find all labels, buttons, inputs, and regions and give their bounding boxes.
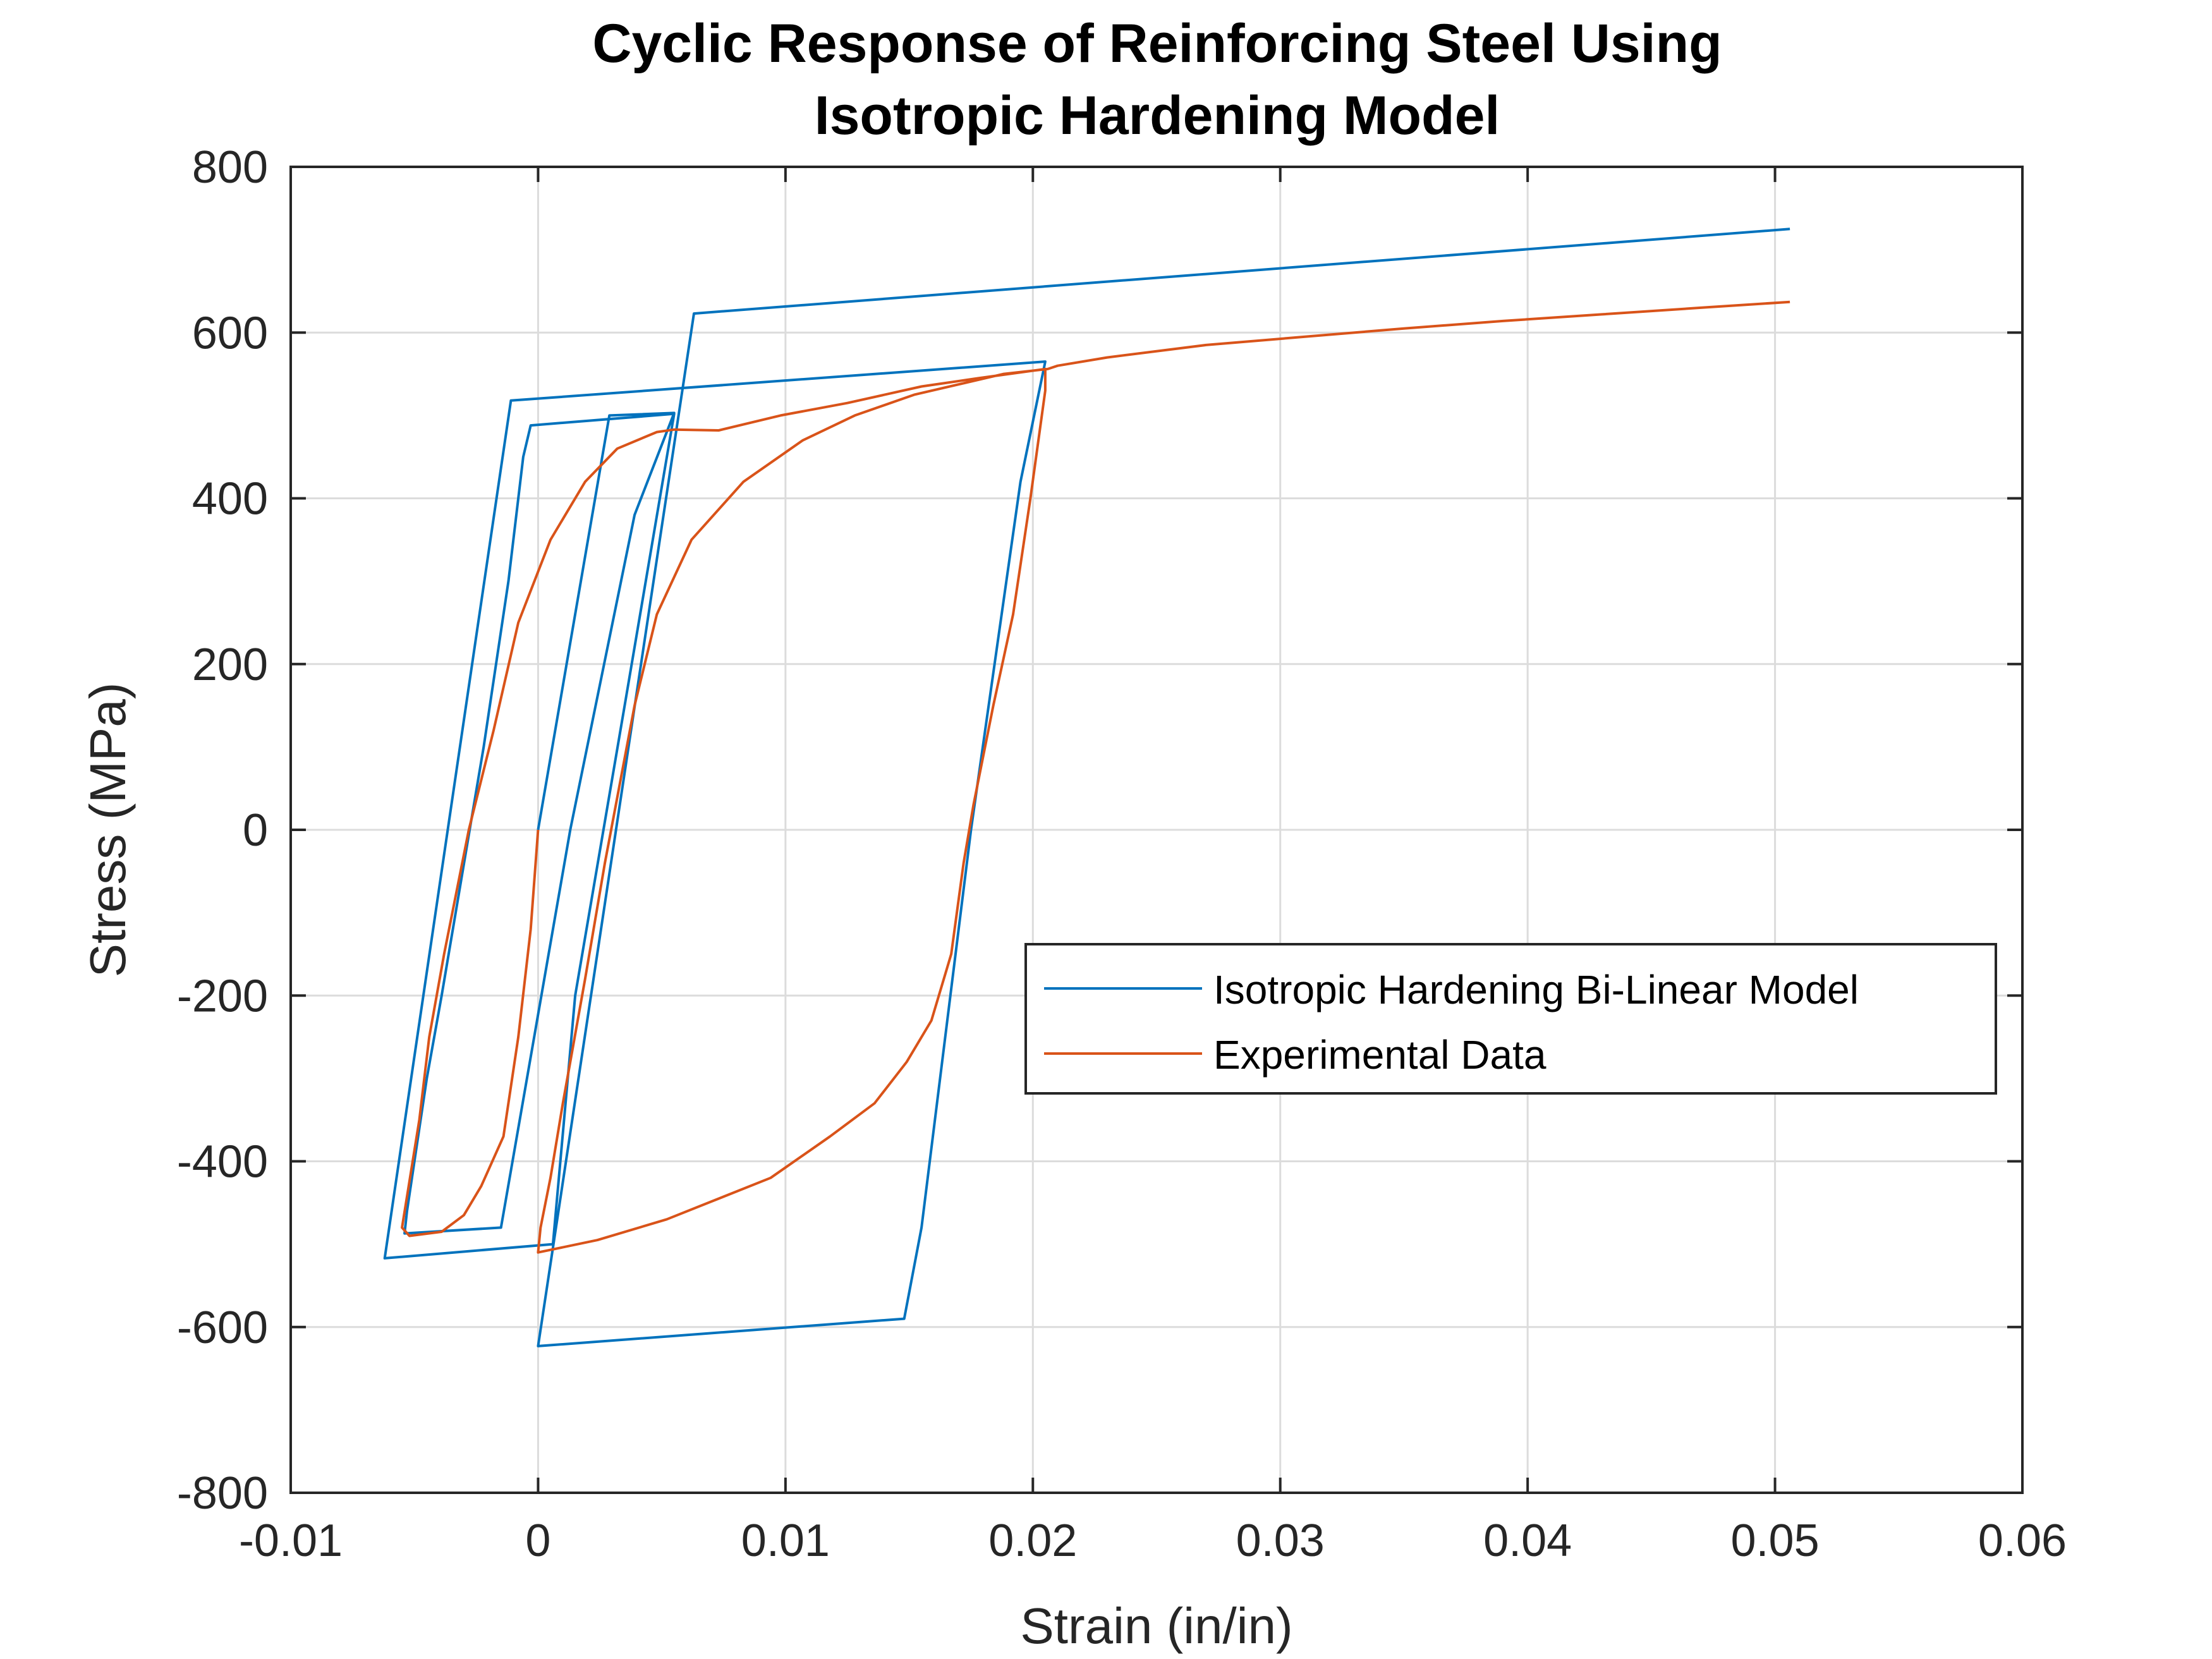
x-tick-label: 0.06 xyxy=(1978,1516,2067,1566)
x-tick-label: -0.01 xyxy=(239,1516,343,1566)
chart-title-line-2: Isotropic Hardening Model xyxy=(815,85,1500,146)
legend-label-isotropic: Isotropic Hardening Bi-Linear Model xyxy=(1213,967,1859,1012)
y-tick-label: -200 xyxy=(177,971,268,1021)
legend: Isotropic Hardening Bi-Linear Model Expe… xyxy=(1024,943,1997,1095)
y-tick-label: -600 xyxy=(177,1303,268,1353)
plot-frame xyxy=(289,166,2024,1494)
plot-area xyxy=(383,228,1790,1347)
x-tick-label: 0.02 xyxy=(988,1516,1077,1566)
x-tick-label: 0.01 xyxy=(741,1516,830,1566)
series-line-isotropic-model xyxy=(383,228,1790,1347)
y-tick-label: 200 xyxy=(192,640,268,690)
legend-label-experimental: Experimental Data xyxy=(1213,1032,1547,1078)
y-axis-label: Stress (MPa) xyxy=(80,683,136,978)
chart-title-line-1: Cyclic Response of Reinforcing Steel Usi… xyxy=(592,13,1722,74)
y-tick-label: 400 xyxy=(192,474,268,525)
x-tick-label: 0.03 xyxy=(1236,1516,1325,1566)
x-tick-label: 0.04 xyxy=(1483,1516,1572,1566)
x-tick-label: 0 xyxy=(525,1516,550,1566)
y-tick-label: -400 xyxy=(177,1137,268,1188)
x-axis-label: Strain (in/in) xyxy=(1020,1598,1292,1654)
tick-labels: -0.01 0 0.01 0.02 0.03 0.04 0.05 0.06 -800 -600 -4… xyxy=(177,142,2067,1566)
grid xyxy=(291,167,2022,1493)
y-tick-label: 600 xyxy=(192,308,268,358)
y-tick-label: 800 xyxy=(192,142,268,193)
legend-box xyxy=(1024,943,1997,1095)
x-tick-label: 0.05 xyxy=(1731,1516,1820,1566)
y-tick-label: 0 xyxy=(243,805,268,856)
series-line-experimental-data xyxy=(401,300,1790,1254)
y-tick-label: -800 xyxy=(177,1468,268,1519)
